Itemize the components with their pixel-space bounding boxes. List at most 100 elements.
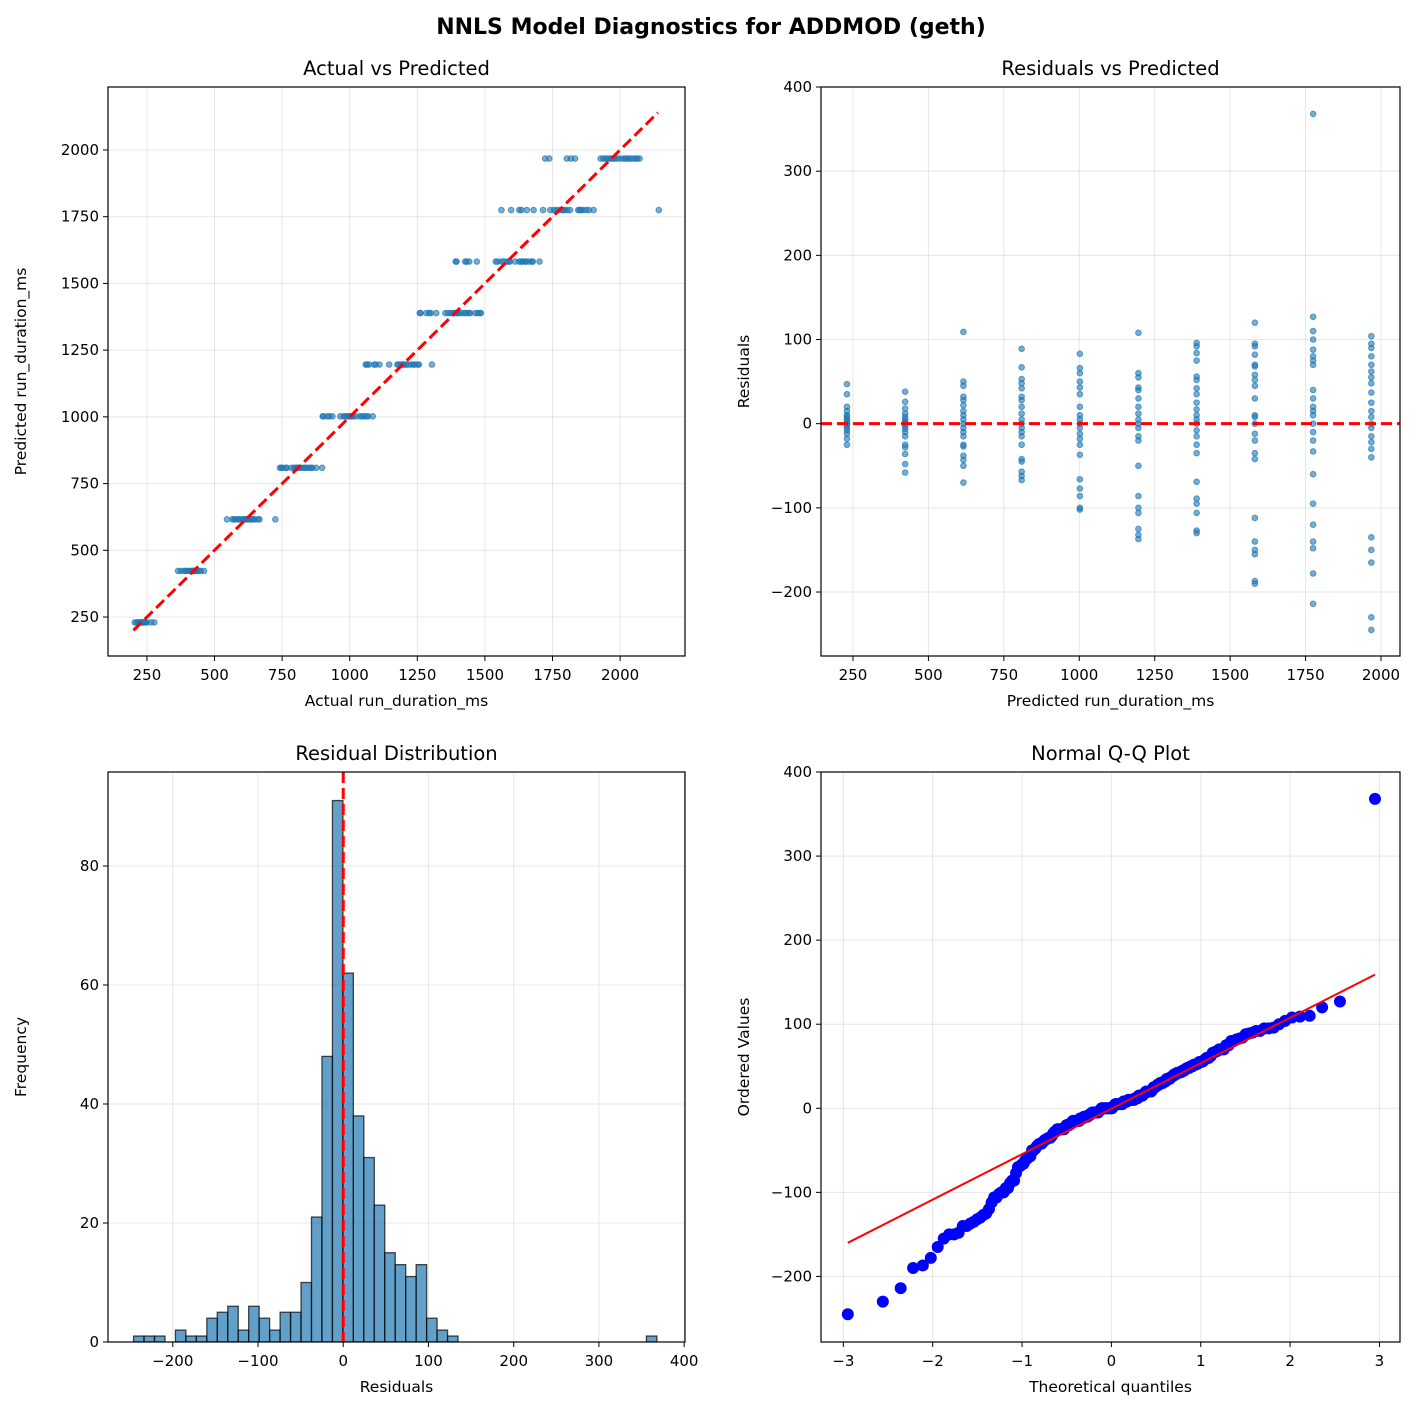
data-point: [539, 206, 547, 214]
data-point: [1193, 478, 1200, 486]
perfect-prediction-line: [132, 111, 660, 632]
x-tick-label: 3: [1375, 1352, 1385, 1370]
data-point: [1076, 390, 1084, 398]
data-point: [1076, 378, 1084, 385]
data-point: [229, 516, 236, 523]
x-tick-label: 200: [499, 1352, 528, 1370]
y-tick-label: 300: [783, 162, 812, 180]
data-point: [1251, 437, 1259, 444]
figure-title: NNLS Model Diagnostics for ADDMOD (geth): [436, 15, 986, 40]
x-tick-label: 250: [839, 666, 868, 684]
data-point: [536, 258, 543, 265]
data-point: [492, 258, 500, 265]
data-point: [442, 309, 449, 317]
data-point: [1309, 428, 1317, 436]
y-tick-label: 20: [80, 1214, 99, 1232]
data-point: [541, 155, 549, 162]
data-point: [1368, 546, 1375, 554]
axes-frame: [107, 86, 686, 657]
y-tick-label: 300: [783, 847, 812, 865]
data-point: [1076, 384, 1084, 391]
data-point: [1193, 509, 1200, 517]
data-point: [1251, 550, 1259, 558]
data-point: [960, 462, 967, 470]
histogram-bar: [279, 1311, 292, 1342]
histogram-bar: [300, 1281, 313, 1342]
data-point: [1251, 395, 1259, 402]
data-point: [272, 516, 279, 523]
data-point: [1193, 385, 1200, 392]
y-tick-label: 400: [783, 763, 812, 781]
data-point: [498, 206, 505, 214]
data-point: [960, 328, 967, 336]
data-point: [1193, 349, 1200, 357]
grid: [821, 86, 1400, 656]
qq-point: [894, 1282, 907, 1295]
data-point: [1251, 455, 1259, 463]
histogram-bar: [258, 1317, 271, 1342]
data-point: [1193, 399, 1200, 406]
y-tick-label: 1500: [61, 274, 99, 292]
qq-point: [907, 1262, 920, 1275]
data-point: [843, 441, 851, 449]
qq-point: [1333, 995, 1346, 1008]
data-point: [1309, 336, 1317, 343]
data-point: [523, 206, 531, 214]
data-point: [1368, 626, 1375, 634]
y-tick-label: 1250: [61, 341, 99, 359]
histogram-bar: [384, 1252, 396, 1342]
data-point: [1309, 544, 1317, 552]
qq-point: [916, 1259, 929, 1272]
qq-point: [1368, 792, 1381, 805]
data-point: [1368, 368, 1375, 375]
data-point: [1309, 110, 1317, 118]
data-point: [1309, 327, 1317, 335]
data-point: [843, 390, 851, 398]
data-point: [1368, 454, 1375, 461]
data-point: [1251, 351, 1259, 358]
qq-point: [1303, 1009, 1316, 1022]
data-point: [1193, 441, 1200, 449]
x-tick-label: 1000: [331, 666, 369, 684]
x-axis-label: Residuals: [360, 1378, 434, 1396]
data-point: [362, 361, 369, 368]
data-point: [1309, 570, 1317, 577]
grid: [108, 87, 685, 656]
data-point: [1076, 492, 1084, 500]
plot-area: [821, 110, 1400, 634]
data-point: [1309, 521, 1317, 528]
x-tick-label: 1750: [1286, 666, 1324, 684]
x-axis-label: Actual run_duration_ms: [305, 692, 488, 711]
data-point: [1193, 357, 1200, 364]
data-point: [394, 361, 401, 368]
histogram-bar: [405, 1275, 417, 1342]
subplot-2: 250 500 750 1000 1250 1500 1750 2000 −200 −100 0 10…: [735, 57, 1401, 711]
x-tick-label: −2: [922, 1352, 944, 1370]
histogram-bar: [373, 1204, 386, 1342]
data-point: [1368, 433, 1375, 440]
histogram-bar: [132, 1335, 145, 1342]
data-point: [1018, 345, 1025, 353]
histogram-bar: [394, 1264, 407, 1342]
qq-point: [931, 1241, 944, 1253]
data-point: [1368, 424, 1375, 432]
data-point: [1193, 406, 1200, 413]
subplot-4: −3 −2 −1 0 1 2 3 −200 −100 0 100 200 300 400 Normal Q-…: [735, 742, 1401, 1396]
x-tick-label: −3: [832, 1352, 854, 1370]
data-point: [1135, 492, 1142, 500]
data-point: [1193, 390, 1200, 398]
histogram-bar: [425, 1317, 438, 1342]
x-tick-label: −200: [152, 1352, 193, 1370]
data-point: [901, 398, 909, 406]
y-tick-label: 60: [80, 976, 99, 994]
y-tick-label: 80: [80, 857, 99, 875]
y-tick-label: 400: [783, 78, 812, 96]
histogram-bar: [446, 1335, 459, 1342]
y-tick-label: 200: [783, 246, 812, 264]
x-tick-label: −1: [1011, 1352, 1033, 1370]
data-point: [1076, 424, 1084, 432]
histogram-bar: [227, 1305, 239, 1342]
data-point: [1309, 470, 1317, 478]
data-point: [1193, 449, 1200, 457]
